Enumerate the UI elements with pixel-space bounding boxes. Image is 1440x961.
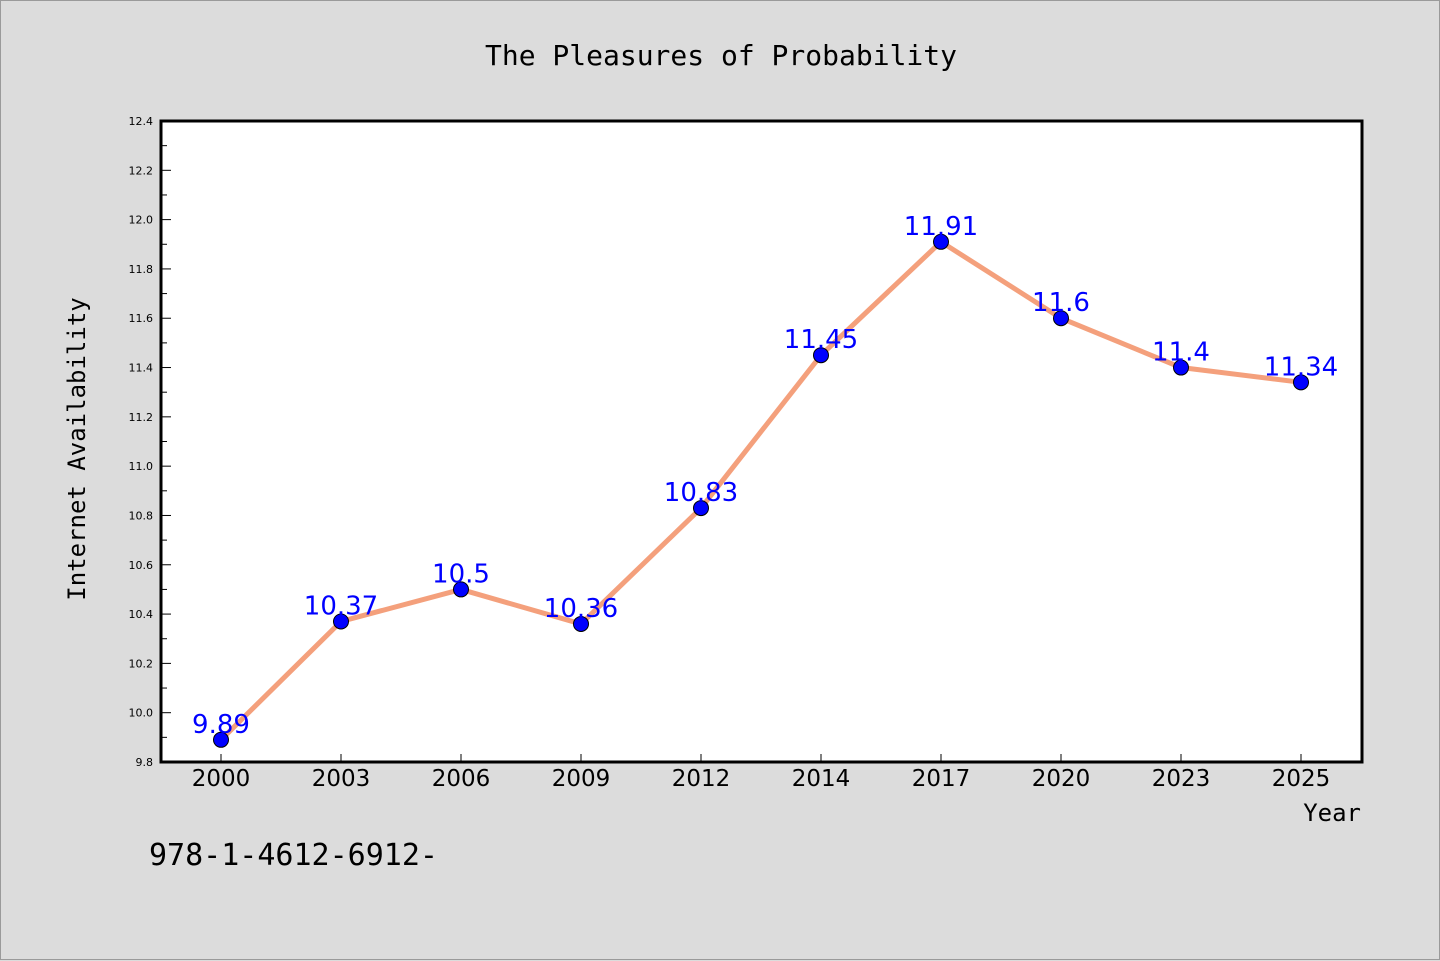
y-axis: 9.8 10.0 10.2 10.4 10.6 10.8 11.0 11.2 11.4 11.6 1… [129, 115, 171, 769]
data-label: 10.36 [544, 594, 618, 624]
y-tick-label: 10.2 [129, 657, 154, 670]
plot-area [159, 119, 1364, 764]
data-label: 11.4 [1152, 338, 1210, 368]
data-point [933, 233, 949, 250]
y-tick-label: 11.0 [129, 460, 154, 473]
x-tick-label: 2023 [1152, 766, 1211, 792]
y-tick-label: 11.8 [129, 263, 154, 276]
data-point [333, 613, 349, 630]
x-tick-label: 2006 [432, 766, 491, 792]
data-label: 11.34 [1264, 352, 1338, 382]
x-axis-title: Year [1303, 799, 1361, 827]
data-label: 10.5 [432, 559, 490, 589]
x-tick-label: 2017 [912, 766, 971, 792]
y-tick-label: 10.0 [129, 707, 154, 720]
x-tick-label: 2000 [192, 766, 251, 792]
x-tick-label: 2009 [552, 766, 611, 792]
y-tick-label: 10.4 [129, 608, 154, 621]
data-label: 11.45 [784, 325, 858, 355]
y-tick-label: 11.6 [129, 312, 154, 325]
y-tick-label: 11.4 [129, 362, 154, 375]
y-tick-label: 10.6 [129, 559, 154, 572]
x-tick-label: 2003 [312, 766, 371, 792]
y-tick-label: 12.4 [129, 115, 154, 128]
data-point [1053, 310, 1069, 327]
x-tick-label: 2014 [792, 766, 851, 792]
x-axis: 2000 2003 2006 2009 2012 2014 2017 2020 2023 2025 [192, 754, 1331, 792]
footnote-isbn: 978-1-4612-6912- [149, 838, 438, 873]
data-label: 9.89 [192, 710, 250, 740]
data-point [453, 581, 469, 598]
x-tick-label: 2012 [672, 766, 731, 792]
y-tick-label: 12.2 [129, 164, 154, 177]
data-point [1173, 359, 1189, 376]
y-axis-title: Internet Availability [63, 297, 91, 600]
chart-title: The Pleasures of Probability [485, 39, 957, 72]
data-label: 11.91 [904, 212, 978, 242]
data-point [1293, 374, 1309, 391]
x-tick-label: 2020 [1032, 766, 1091, 792]
series-group: 9.89 10.37 10.5 10.36 10.83 11.45 11.91 11.6 11.… [192, 212, 1338, 748]
data-point [213, 731, 229, 748]
y-tick-label: 11.2 [129, 411, 154, 424]
data-point [573, 615, 589, 632]
data-label: 10.83 [664, 478, 738, 508]
x-tick-label: 2025 [1272, 766, 1331, 792]
series-line [218, 239, 1304, 743]
data-label: 10.37 [304, 591, 378, 621]
data-label: 11.6 [1032, 288, 1090, 318]
data-point [813, 347, 829, 364]
y-tick-label: 10.8 [129, 509, 154, 522]
data-point [693, 500, 709, 517]
y-tick-label: 9.8 [136, 756, 154, 769]
y-tick-label: 12.0 [129, 214, 154, 227]
